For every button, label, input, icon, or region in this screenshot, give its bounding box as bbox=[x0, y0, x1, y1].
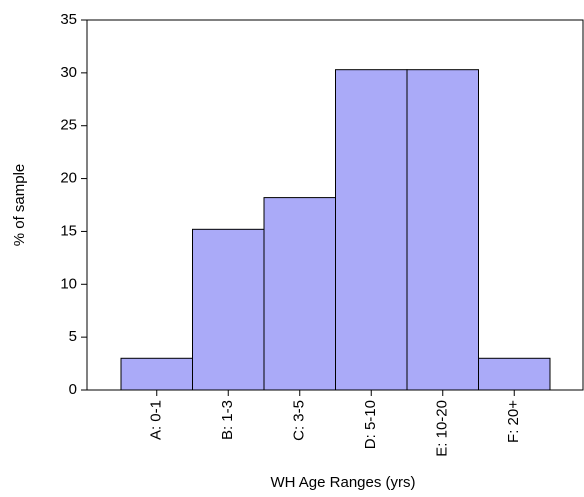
y-tick-label: 10 bbox=[60, 275, 77, 292]
y-tick-label: 30 bbox=[60, 64, 77, 81]
x-axis-title: WH Age Ranges (yrs) bbox=[270, 474, 415, 491]
x-tick-label: E: 10-20 bbox=[434, 400, 451, 457]
bar bbox=[192, 228, 265, 391]
bar bbox=[263, 197, 336, 391]
y-tick-label: 35 bbox=[60, 11, 77, 28]
y-tick-label: 15 bbox=[60, 222, 77, 239]
x-tick-label: F: 20+ bbox=[505, 400, 522, 443]
bar bbox=[478, 357, 551, 391]
x-tick-label: B: 1-3 bbox=[219, 400, 236, 440]
bar bbox=[120, 357, 193, 391]
plot-frame bbox=[86, 19, 584, 391]
bar bbox=[335, 69, 408, 391]
y-tick-label: 0 bbox=[69, 381, 77, 398]
y-axis-title: % of sample bbox=[11, 164, 28, 247]
y-tick-label: 20 bbox=[60, 170, 77, 187]
y-tick-label: 25 bbox=[60, 117, 77, 134]
x-tick-label: A: 0-1 bbox=[148, 400, 165, 440]
bar bbox=[406, 69, 479, 391]
y-tick-label: 5 bbox=[69, 328, 77, 345]
x-tick-label: C: 3-5 bbox=[291, 400, 308, 441]
x-tick-label: D: 5-10 bbox=[362, 400, 379, 449]
